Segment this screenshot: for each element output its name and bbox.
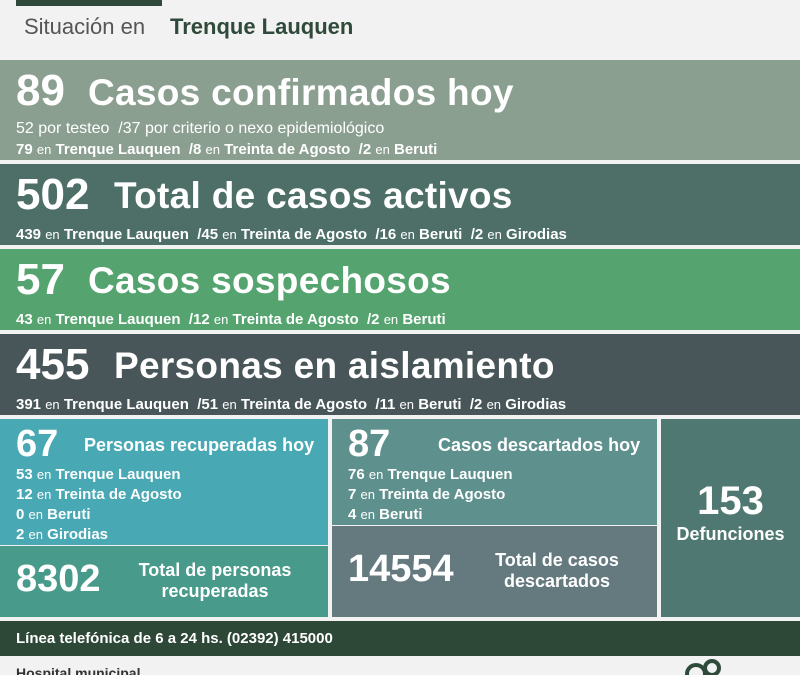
recovered-total-number: 8302 [16, 558, 101, 600]
recovered-today-number: 67 [16, 423, 59, 465]
confirmed-breakdown-type: 52 por testeo /37 por criterio o nexo ep… [16, 120, 385, 137]
discarded-today-number: 87 [348, 423, 391, 465]
recovered-today-list: 53 en Trenque Lauquen 12 en Treinta de A… [16, 465, 182, 545]
confirmed-number: 89 [16, 66, 65, 115]
suspected-title: Casos sospechosos [88, 260, 451, 301]
deaths-number: 153 [697, 479, 764, 523]
confirmed-breakdown-city: 79 en Trenque Lauquen /8 en Treinta de A… [16, 141, 438, 158]
list-item: 76 en Trenque Lauquen [348, 466, 513, 483]
list-item: 7 en Treinta de Agosto [348, 486, 506, 503]
phone-line-bar: Línea telefónica de 6 a 24 hs. (02392) 4… [0, 621, 800, 656]
header-lead: Situación en [24, 14, 146, 39]
top-accent-bar [16, 0, 162, 6]
recovered-total-panel: 8302 Total de personas recuperadas [0, 546, 328, 617]
header-city: Trenque Lauquen [170, 14, 354, 39]
discarded-today-panel: 87 Casos descartados hoy 76 en Trenque L… [332, 419, 657, 525]
active-cases-band: 502 Total de casos activos 439 en Trenqu… [0, 164, 800, 245]
footer: Hospital municipal [0, 656, 800, 675]
isolation-number: 455 [16, 340, 90, 389]
isolation-band: 455 Personas en aislamiento 391 en Trenq… [0, 334, 800, 415]
discarded-today-list: 76 en Trenque Lauquen 7 en Treinta de Ag… [348, 465, 513, 525]
active-number: 502 [16, 170, 90, 219]
list-item: 53 en Trenque Lauquen [16, 466, 181, 483]
active-title: Total de casos activos [114, 175, 513, 216]
phone-line-text: Línea telefónica de 6 a 24 hs. (02392) 4… [16, 630, 333, 647]
isolation-title: Personas en aislamiento [114, 345, 555, 386]
confirmed-cases-band: 89 Casos confirmados hoy 52 por testeo /… [0, 60, 800, 160]
recovered-today-panel: 67 Personas recuperadas hoy 53 en Trenqu… [0, 419, 328, 545]
deaths-label: Defunciones [676, 524, 785, 544]
suspected-breakdown: 43 en Trenque Lauquen /12 en Treinta de … [16, 311, 446, 328]
recovered-today-title: Personas recuperadas hoy [84, 435, 315, 455]
discarded-today-title: Casos descartados hoy [438, 435, 641, 455]
discarded-total-number: 14554 [348, 548, 454, 590]
discarded-total-label: Total de casos descartados [495, 550, 619, 591]
municipal-logo-icon [685, 659, 721, 675]
hospital-label: Hospital municipal [16, 665, 141, 675]
header: Situación en Trenque Lauquen [0, 6, 800, 58]
list-item: 0 en Beruti [16, 506, 91, 523]
confirmed-title: Casos confirmados hoy [88, 72, 514, 113]
suspected-cases-band: 57 Casos sospechosos 43 en Trenque Lauqu… [0, 249, 800, 330]
deaths-panel: 153 Defunciones [661, 419, 800, 617]
list-item: 2 en Girodias [16, 526, 109, 543]
discarded-total-panel: 14554 Total de casos descartados [332, 526, 657, 617]
recovered-total-label: Total de personas recuperadas [138, 560, 292, 601]
suspected-number: 57 [16, 255, 65, 304]
active-breakdown: 439 en Trenque Lauquen /45 en Treinta de… [16, 226, 567, 243]
list-item: 4 en Beruti [348, 506, 423, 523]
isolation-breakdown: 391 en Trenque Lauquen /51 en Treinta de… [16, 396, 567, 413]
list-item: 12 en Treinta de Agosto [16, 486, 182, 503]
